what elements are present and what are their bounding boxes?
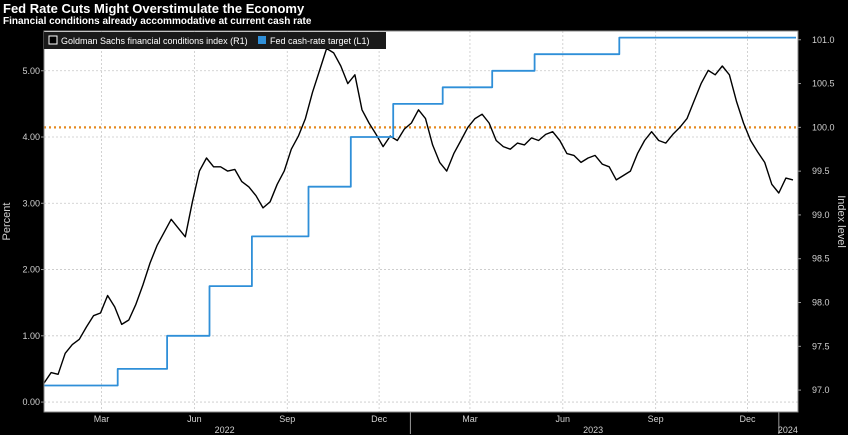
x-year-label: 2022: [215, 425, 235, 435]
x-year-label: 2024: [778, 425, 798, 435]
right-tick-label: 101.0: [812, 35, 835, 45]
right-axis-title: Index level: [835, 195, 847, 248]
right-tick-label: 100.0: [812, 122, 835, 132]
legend-swatch-fci: [48, 35, 58, 45]
x-tick-label: Sep: [279, 414, 295, 424]
right-tick-label: 99.0: [812, 210, 830, 220]
x-tick-label: Jun: [187, 414, 202, 424]
x-tick-label: Sep: [648, 414, 664, 424]
x-tick-label: Dec: [371, 414, 388, 424]
right-tick-label: 98.5: [812, 254, 830, 264]
x-tick-label: Jun: [556, 414, 571, 424]
plot-area: [44, 31, 798, 412]
right-tick-label: 97.0: [812, 385, 830, 395]
x-year-label: 2023: [583, 425, 603, 435]
left-tick-label: 1.00: [22, 331, 40, 341]
x-tick-label: Mar: [94, 414, 110, 424]
left-tick-label: 2.00: [22, 265, 40, 275]
left-tick-label: 3.00: [22, 198, 40, 208]
left-axis-title: Percent: [1, 203, 13, 241]
chart-subtitle: Financial conditions already accommodati…: [3, 16, 312, 27]
legend-label-fci: Goldman Sachs financial conditions index…: [61, 36, 248, 46]
legend-swatch-fed-rate: [258, 36, 266, 44]
chart-title: Fed Rate Cuts Might Overstimulate the Ec…: [3, 1, 305, 16]
x-tick-label: Mar: [462, 414, 478, 424]
right-tick-label: 100.5: [812, 79, 835, 89]
right-tick-label: 99.5: [812, 166, 830, 176]
left-tick-label: 0.00: [22, 397, 40, 407]
series-line-fed-rate: [44, 36, 796, 387]
left-tick-label: 5.00: [22, 66, 40, 76]
x-tick-label: Dec: [740, 414, 757, 424]
right-tick-label: 97.5: [812, 341, 830, 351]
right-tick-label: 98.0: [812, 298, 830, 308]
plot-frame: [43, 30, 799, 413]
legend-box: [44, 32, 386, 49]
left-tick-label: 4.00: [22, 132, 40, 142]
legend-label-fed-rate: Fed cash-rate target (L1): [270, 36, 370, 46]
series-line-fci: [43, 47, 794, 384]
